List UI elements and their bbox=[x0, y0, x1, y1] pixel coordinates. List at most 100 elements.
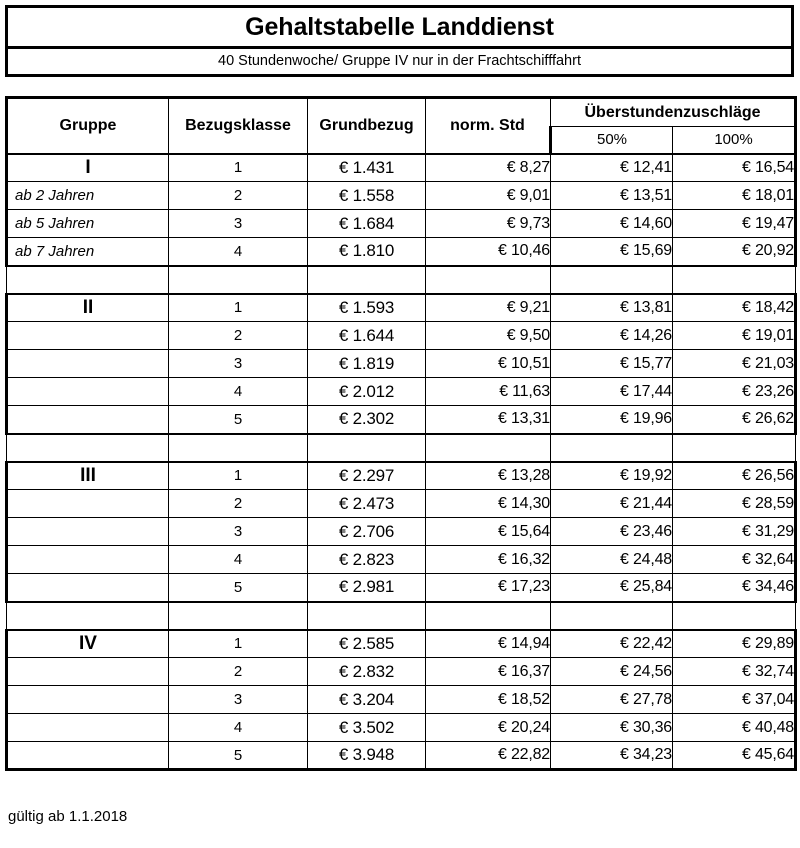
cell-pct50: € 15,69 bbox=[550, 237, 673, 266]
cell-grundbezug: € 1.431 bbox=[307, 152, 426, 182]
column-header-norm-std: norm. Std bbox=[425, 96, 551, 155]
cell-bezugsklasse: 3 bbox=[168, 209, 308, 238]
cell-gruppe bbox=[5, 405, 169, 434]
cell-norm-std: € 11,63 bbox=[425, 377, 551, 406]
spacer-cell bbox=[672, 432, 796, 462]
cell-bezugsklasse: 2 bbox=[168, 657, 308, 686]
cell-gruppe bbox=[5, 517, 169, 546]
column-header-pct50: 50% bbox=[549, 126, 673, 155]
spacer-cell bbox=[550, 432, 673, 462]
cell-gruppe bbox=[5, 573, 169, 602]
table-row: II 1 € 1.593 € 9,21 € 13,81 € 18,42 bbox=[5, 292, 797, 322]
cell-bezugsklasse: 5 bbox=[168, 405, 308, 434]
cell-grundbezug: € 1.684 bbox=[307, 209, 426, 238]
spacer-cell bbox=[425, 264, 551, 294]
validity-footer: gültig ab 1.1.2018 bbox=[8, 808, 128, 825]
cell-pct100: € 45,64 bbox=[672, 741, 797, 771]
cell-grundbezug: € 2.302 bbox=[307, 405, 426, 434]
cell-grundbezug: € 1.644 bbox=[307, 321, 426, 350]
cell-pct50: € 14,60 bbox=[550, 209, 673, 238]
subtitle-row: 40 Stundenwoche/ Gruppe IV nur in der Fr… bbox=[8, 49, 791, 74]
cell-gruppe bbox=[5, 321, 169, 350]
group-roman-numeral: II bbox=[82, 296, 94, 318]
title-block: Gehaltstabelle Landdienst 40 Stundenwoch… bbox=[5, 5, 794, 77]
cell-grundbezug: € 3.204 bbox=[307, 685, 426, 714]
cell-grundbezug: € 2.585 bbox=[307, 628, 426, 658]
cell-grundbezug: € 2.473 bbox=[307, 489, 426, 518]
title-row: Gehaltstabelle Landdienst bbox=[8, 8, 791, 49]
cell-pct100: € 21,03 bbox=[672, 349, 797, 378]
cell-pct100: € 26,56 bbox=[672, 460, 797, 490]
cell-grundbezug: € 1.593 bbox=[307, 292, 426, 322]
spacer-cell bbox=[672, 264, 796, 294]
cell-bezugsklasse: 2 bbox=[168, 489, 308, 518]
cell-pct50: € 19,96 bbox=[550, 405, 673, 434]
cell-pct50: € 21,44 bbox=[550, 489, 673, 518]
cell-norm-std: € 13,31 bbox=[425, 405, 551, 434]
table-row: 2 € 1.644 € 9,50 € 14,26 € 19,01 bbox=[5, 321, 797, 350]
cell-gruppe bbox=[5, 685, 169, 714]
cell-bezugsklasse: 2 bbox=[168, 321, 308, 350]
cell-grundbezug: € 2.832 bbox=[307, 657, 426, 686]
cell-pct50: € 34,23 bbox=[550, 741, 673, 771]
column-header-grundbezug: Grundbezug bbox=[307, 96, 426, 155]
cell-norm-std: € 14,30 bbox=[425, 489, 551, 518]
cell-bezugsklasse: 1 bbox=[168, 292, 308, 322]
cell-pct50: € 25,84 bbox=[550, 573, 673, 602]
cell-pct50: € 17,44 bbox=[550, 377, 673, 406]
column-header-bezugsklasse: Bezugsklasse bbox=[168, 96, 308, 155]
cell-grundbezug: € 2.981 bbox=[307, 573, 426, 602]
cell-gruppe: IV bbox=[5, 628, 169, 658]
cell-pct100: € 31,29 bbox=[672, 517, 797, 546]
cell-norm-std: € 17,23 bbox=[425, 573, 551, 602]
cell-grundbezug: € 1.558 bbox=[307, 181, 426, 210]
cell-pct50: € 19,92 bbox=[550, 460, 673, 490]
spacer-cell bbox=[6, 432, 169, 462]
table-row: 2 € 2.473 € 14,30 € 21,44 € 28,59 bbox=[5, 489, 797, 518]
column-header-pct100: 100% bbox=[672, 126, 797, 155]
table-row: I 1 € 1.431 € 8,27 € 12,41 € 16,54 bbox=[5, 152, 797, 182]
cell-grundbezug: € 2.823 bbox=[307, 545, 426, 574]
cell-gruppe: ab 2 Jahren bbox=[5, 181, 169, 210]
cell-grundbezug: € 1.810 bbox=[307, 237, 426, 266]
table-row: 4 € 2.823 € 16,32 € 24,48 € 32,64 bbox=[5, 545, 797, 574]
cell-grundbezug: € 3.502 bbox=[307, 713, 426, 742]
cell-pct50: € 14,26 bbox=[550, 321, 673, 350]
cell-pct100: € 32,64 bbox=[672, 545, 797, 574]
table-row: 3 € 3.204 € 18,52 € 27,78 € 37,04 bbox=[5, 685, 797, 714]
cell-pct100: € 19,47 bbox=[672, 209, 797, 238]
spacer-cell bbox=[307, 600, 426, 630]
seniority-label: ab 2 Jahren bbox=[15, 187, 95, 204]
cell-bezugsklasse: 2 bbox=[168, 181, 308, 210]
cell-bezugsklasse: 3 bbox=[168, 685, 308, 714]
spacer-cell bbox=[307, 264, 426, 294]
cell-norm-std: € 22,82 bbox=[425, 741, 551, 771]
cell-pct50: € 13,81 bbox=[550, 292, 673, 322]
spacer-cell bbox=[425, 600, 551, 630]
cell-gruppe bbox=[5, 657, 169, 686]
cell-pct100: € 19,01 bbox=[672, 321, 797, 350]
cell-grundbezug: € 2.706 bbox=[307, 517, 426, 546]
spacer-cell bbox=[550, 600, 673, 630]
cell-pct100: € 18,01 bbox=[672, 181, 797, 210]
table-row: ab 2 Jahren 2 € 1.558 € 9,01 € 13,51 € 18,01 bbox=[5, 181, 797, 210]
cell-gruppe bbox=[5, 741, 169, 771]
cell-pct100: € 29,89 bbox=[672, 628, 797, 658]
cell-gruppe: ab 5 Jahren bbox=[5, 209, 169, 238]
cell-bezugsklasse: 4 bbox=[168, 713, 308, 742]
spacer-cell bbox=[6, 600, 169, 630]
cell-gruppe bbox=[5, 545, 169, 574]
spacer-cell bbox=[168, 432, 308, 462]
spacer-cell bbox=[6, 264, 169, 294]
cell-grundbezug: € 2.297 bbox=[307, 460, 426, 490]
group-roman-numeral: III bbox=[80, 464, 96, 486]
cell-pct50: € 23,46 bbox=[550, 517, 673, 546]
cell-gruppe: II bbox=[5, 292, 169, 322]
cell-norm-std: € 9,21 bbox=[425, 292, 551, 322]
cell-bezugsklasse: 5 bbox=[168, 741, 308, 771]
cell-pct50: € 13,51 bbox=[550, 181, 673, 210]
cell-bezugsklasse: 1 bbox=[168, 460, 308, 490]
cell-bezugsklasse: 1 bbox=[168, 152, 308, 182]
spacer-cell bbox=[307, 432, 426, 462]
table-row: 5 € 2.981 € 17,23 € 25,84 € 34,46 bbox=[5, 573, 797, 602]
